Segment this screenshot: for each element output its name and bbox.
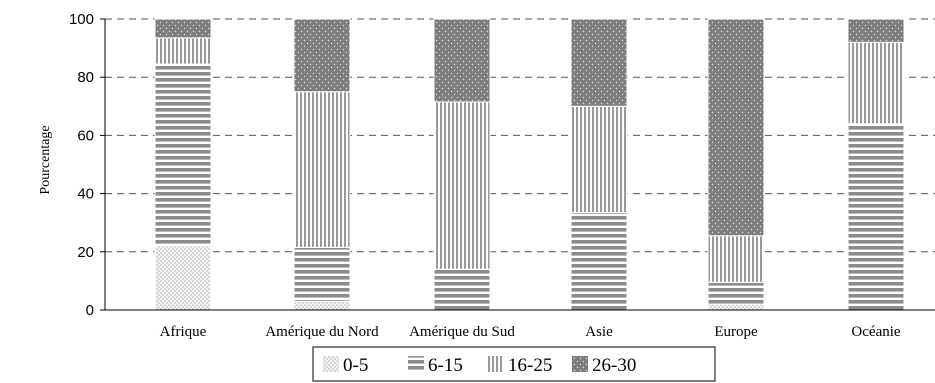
bar-segment-26-30 — [847, 18, 905, 43]
bar-segment-26-30 — [293, 18, 351, 93]
x-category-label: Afrique — [160, 324, 207, 340]
x-category-label: Asie — [585, 324, 613, 340]
y-tick-label: 0 — [86, 302, 94, 319]
legend-label: 16-25 — [508, 355, 552, 376]
bar-segment-26-30 — [707, 18, 765, 237]
bar-segment-16-25 — [847, 41, 905, 125]
axes — [100, 18, 935, 311]
bar-segment-6-15 — [570, 212, 628, 311]
y-tick-label: 20 — [77, 244, 94, 261]
legend-label: 0-5 — [343, 355, 368, 376]
y-axis-label: Pourcentage — [38, 125, 53, 194]
gridlines — [105, 18, 935, 253]
legend-swatch-0-5 — [323, 356, 339, 372]
x-category-label: Amérique du Nord — [265, 324, 379, 340]
x-category-labels: Afrique Amérique du Nord Amérique du Sud As… — [160, 324, 901, 340]
y-tick-label: 80 — [77, 69, 94, 86]
bar-segment-16-25 — [570, 105, 628, 214]
y-tick-label: 60 — [77, 127, 94, 144]
legend-swatch-26-30 — [572, 356, 588, 372]
bar-segment-16-25 — [707, 235, 765, 283]
bar-segment-6-15 — [707, 281, 765, 305]
legend-label: 26-30 — [592, 355, 636, 376]
bar-segment-6-15 — [154, 63, 212, 247]
bars — [154, 18, 905, 311]
bar-segment-16-25 — [433, 101, 491, 270]
bar-segment-16-25 — [293, 91, 351, 248]
x-category-label: Océanie — [851, 324, 900, 340]
bar-segment-6-15 — [433, 268, 491, 311]
legend-swatch-6-15 — [408, 356, 424, 372]
bar-segment-0-5 — [707, 303, 765, 311]
y-tick-label: 40 — [77, 186, 94, 203]
bar-segment-6-15 — [293, 246, 351, 302]
legend-label: 6-15 — [428, 355, 463, 376]
legend: 0-5 6-15 16-25 26-30 — [312, 346, 716, 382]
legend-swatch-16-25 — [488, 356, 504, 372]
legend-box — [312, 346, 716, 382]
x-category-label: Amérique du Sud — [409, 324, 515, 340]
bar-segment-26-30 — [570, 18, 628, 107]
bar-segment-0-5 — [293, 300, 351, 311]
bar-segment-6-15 — [847, 123, 905, 311]
bar-segment-26-30 — [154, 18, 212, 39]
bar-segment-26-30 — [433, 18, 491, 103]
x-category-label: Europe — [714, 324, 758, 340]
y-tick-labels: 0 20 40 60 80 100 — [69, 11, 94, 319]
y-tick-label: 100 — [69, 11, 94, 28]
bar-segment-0-5 — [154, 245, 212, 311]
bar-segment-16-25 — [154, 37, 212, 65]
